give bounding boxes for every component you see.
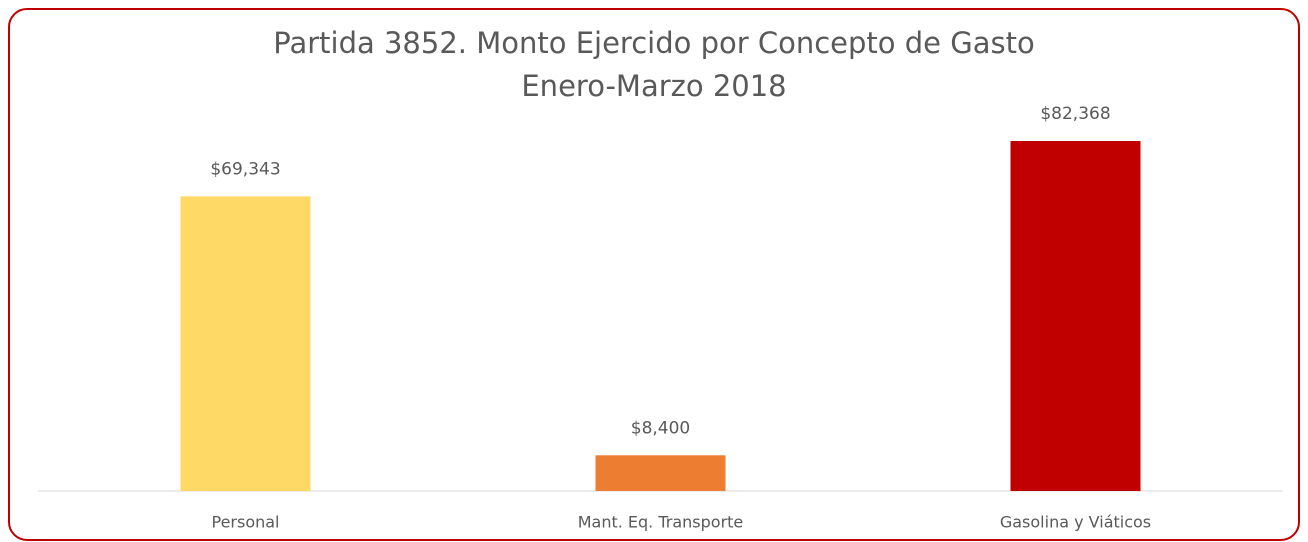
x-tick-label: Gasolina y Viáticos [1000, 513, 1151, 532]
x-tick-label: Personal [211, 513, 279, 532]
value-label: $82,368 [1040, 104, 1110, 124]
bar [180, 196, 311, 491]
value-label: $69,343 [210, 159, 280, 179]
chart-frame [8, 8, 1300, 541]
chart-subtitle: Enero-Marzo 2018 [521, 69, 786, 103]
x-tick-label: Mant. Eq. Transporte [578, 513, 744, 532]
chart-title: Partida 3852. Monto Ejercido por Concept… [273, 26, 1034, 60]
bar [595, 455, 726, 491]
value-label: $8,400 [631, 418, 690, 438]
bar [1010, 141, 1141, 491]
